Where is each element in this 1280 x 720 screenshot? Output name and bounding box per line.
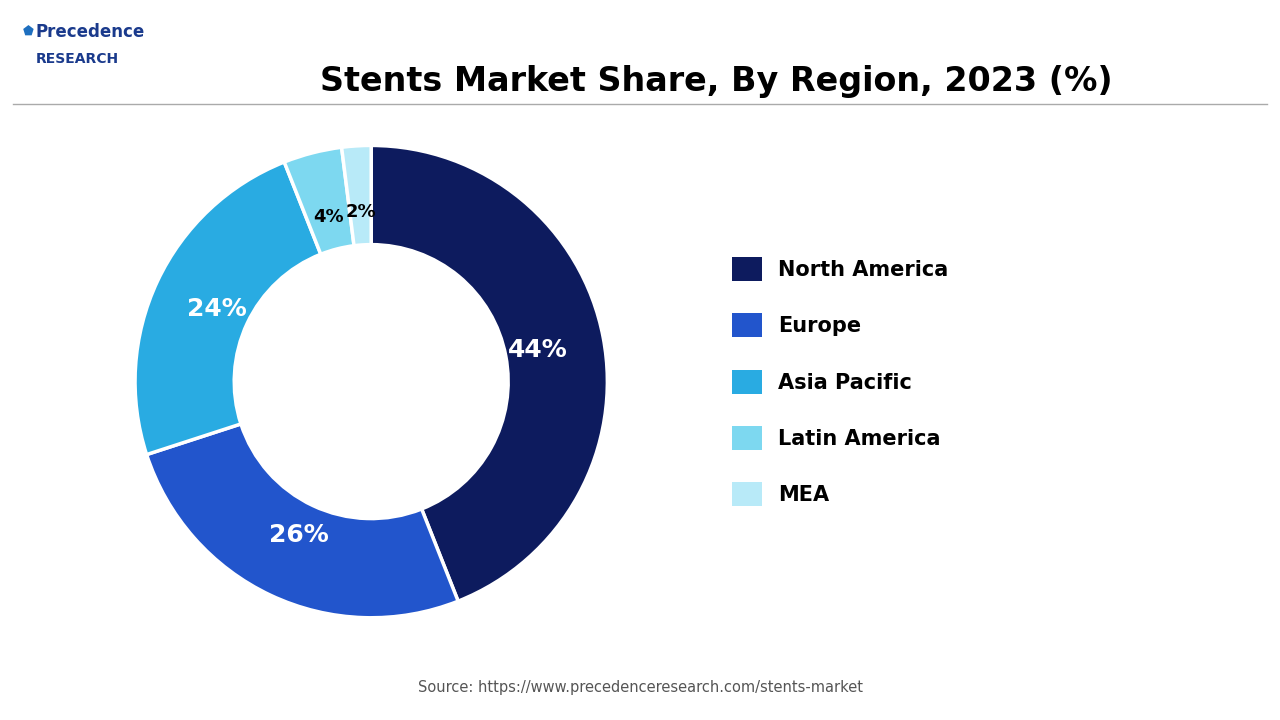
Text: 4%: 4%: [314, 208, 344, 226]
Text: Source: https://www.precedenceresearch.com/stents-market: Source: https://www.precedenceresearch.c…: [417, 680, 863, 695]
Wedge shape: [371, 145, 607, 601]
Text: RESEARCH: RESEARCH: [36, 52, 119, 66]
Text: Stents Market Share, By Region, 2023 (%): Stents Market Share, By Region, 2023 (%): [320, 65, 1114, 98]
Text: 24%: 24%: [187, 297, 247, 321]
Wedge shape: [136, 162, 321, 454]
Text: 2%: 2%: [346, 203, 376, 221]
Wedge shape: [147, 424, 458, 618]
Legend: North America, Europe, Asia Pacific, Latin America, MEA: North America, Europe, Asia Pacific, Lat…: [724, 248, 956, 515]
Text: 26%: 26%: [269, 523, 329, 547]
Text: ⬟: ⬟: [23, 25, 33, 38]
Wedge shape: [342, 145, 371, 246]
Text: Precedence: Precedence: [36, 23, 145, 41]
Text: 44%: 44%: [508, 338, 568, 361]
Wedge shape: [284, 148, 355, 254]
